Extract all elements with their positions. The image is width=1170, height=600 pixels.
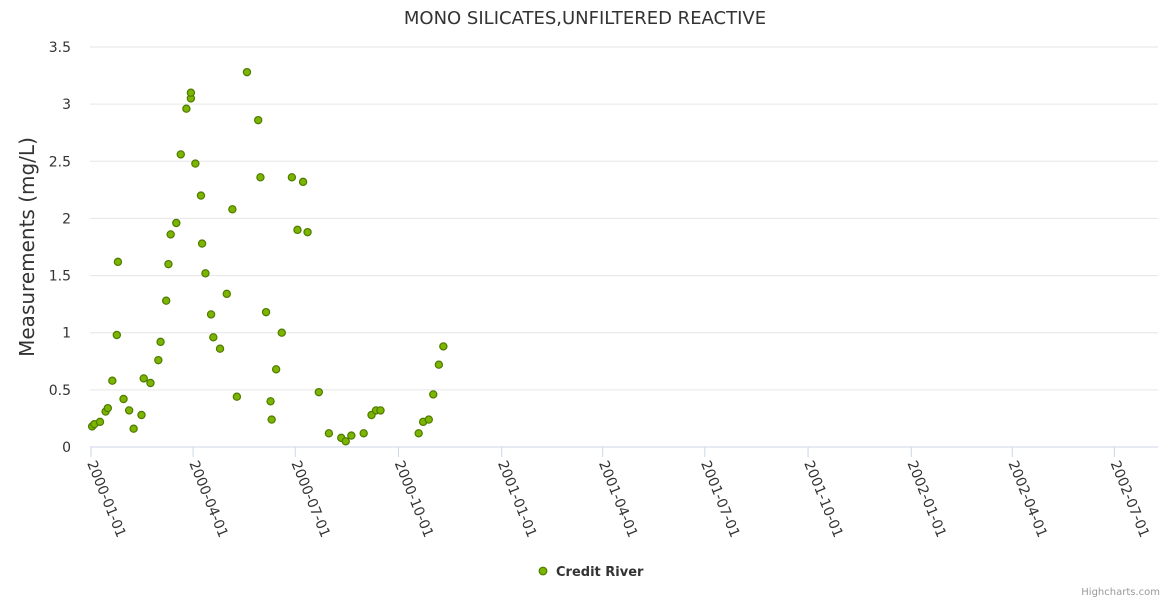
data-point[interactable] xyxy=(256,173,265,182)
data-point[interactable] xyxy=(124,406,134,415)
legend-item-credit-river[interactable]: Credit River xyxy=(556,565,644,580)
data-point[interactable] xyxy=(376,406,385,415)
data-point[interactable] xyxy=(161,296,171,305)
data-point[interactable] xyxy=(108,376,117,385)
data-point[interactable] xyxy=(347,431,356,440)
x-tick-label: 2000-01-01 xyxy=(83,459,128,540)
legend[interactable]: Credit River xyxy=(538,565,644,580)
data-point[interactable] xyxy=(166,230,175,239)
x-tick-label: 2001-04-01 xyxy=(595,459,640,540)
data-point[interactable] xyxy=(261,307,271,317)
data-point[interactable] xyxy=(103,403,113,413)
data-point[interactable] xyxy=(176,150,185,159)
y-tick-label: 0.5 xyxy=(49,383,71,399)
legend-marker-icon[interactable] xyxy=(538,566,548,576)
data-point[interactable] xyxy=(228,205,237,214)
grid-lines xyxy=(90,46,1158,448)
data-point[interactable] xyxy=(113,257,123,267)
data-point[interactable] xyxy=(146,378,155,388)
data-point[interactable] xyxy=(429,390,438,399)
data-point[interactable] xyxy=(164,259,173,269)
x-tick-label: 2001-01-01 xyxy=(494,459,539,540)
x-tick-label: 2000-04-01 xyxy=(185,459,230,540)
data-point[interactable] xyxy=(266,397,275,406)
data-point[interactable] xyxy=(95,417,105,427)
y-axis-label: Measurements (mg/L) xyxy=(15,137,39,357)
data-point[interactable] xyxy=(206,310,216,319)
y-tick-label: 3.5 xyxy=(49,40,71,56)
data-point[interactable] xyxy=(439,342,448,351)
data-point[interactable] xyxy=(267,415,276,424)
data-point[interactable] xyxy=(232,392,242,401)
data-point[interactable] xyxy=(314,387,323,397)
data-point[interactable] xyxy=(196,191,206,200)
data-point[interactable] xyxy=(197,239,207,248)
data-point[interactable] xyxy=(222,289,231,299)
y-tick-label: 3 xyxy=(62,97,71,113)
data-point[interactable] xyxy=(156,337,165,347)
data-points[interactable] xyxy=(87,67,448,446)
x-axis: 2000-01-01 2000-04-01 2000-07-01 2000-10-01… xyxy=(83,447,1152,540)
data-point[interactable] xyxy=(139,374,148,383)
x-tick-label: 2002-07-01 xyxy=(1107,459,1152,540)
data-point[interactable] xyxy=(303,227,312,237)
y-tick-label: 1.5 xyxy=(49,269,71,285)
x-tick-label: 2000-07-01 xyxy=(288,459,333,540)
data-point[interactable] xyxy=(201,269,210,278)
data-point[interactable] xyxy=(254,115,263,125)
data-point[interactable] xyxy=(293,225,302,235)
x-tick-label: 2001-10-01 xyxy=(800,459,845,540)
data-point[interactable] xyxy=(242,67,252,77)
x-tick-label: 2002-04-01 xyxy=(1005,459,1050,540)
credits-link[interactable]: Highcharts.com xyxy=(1081,587,1160,598)
y-tick-label: 2.5 xyxy=(49,154,71,170)
data-point[interactable] xyxy=(129,424,138,433)
data-point[interactable] xyxy=(112,330,122,340)
data-point[interactable] xyxy=(287,173,297,182)
y-tick-label: 1 xyxy=(62,326,71,342)
data-point[interactable] xyxy=(191,159,200,168)
data-point[interactable] xyxy=(154,355,163,365)
data-point[interactable] xyxy=(298,177,308,187)
data-point[interactable] xyxy=(324,429,334,438)
x-tick-label: 2002-01-01 xyxy=(904,459,949,540)
data-point[interactable] xyxy=(271,365,281,374)
data-point[interactable] xyxy=(277,328,286,337)
data-point[interactable] xyxy=(172,218,181,228)
data-point[interactable] xyxy=(414,429,423,438)
data-point[interactable] xyxy=(209,333,218,342)
data-point[interactable] xyxy=(137,410,146,420)
y-tick-label: 2 xyxy=(62,211,71,227)
data-point[interactable] xyxy=(186,88,196,97)
data-point[interactable] xyxy=(215,344,225,353)
data-point[interactable] xyxy=(424,415,433,424)
data-point[interactable] xyxy=(359,429,368,438)
y-axis: 0 0.5 1 1.5 2 2.5 3 3.5 xyxy=(49,40,71,456)
data-point[interactable] xyxy=(182,104,191,113)
y-tick-label: 0 xyxy=(62,440,71,456)
data-point[interactable] xyxy=(341,437,350,446)
data-point[interactable] xyxy=(434,360,444,369)
x-tick-label: 2000-10-01 xyxy=(391,459,436,540)
chart-title: MONO SILICATES,UNFILTERED REACTIVE xyxy=(404,8,766,29)
data-point[interactable] xyxy=(119,394,128,404)
x-tick-label: 2001-07-01 xyxy=(697,459,742,540)
